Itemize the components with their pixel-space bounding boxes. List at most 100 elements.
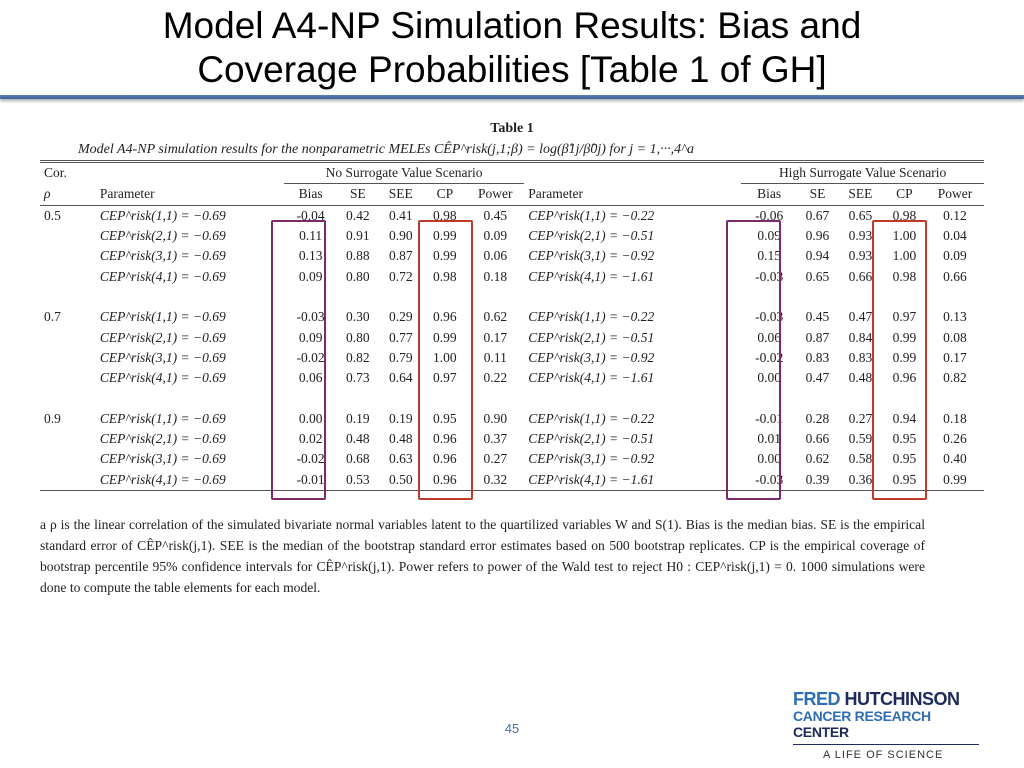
header-bias-left: Bias bbox=[283, 183, 338, 206]
value-cell: 0.97 bbox=[433, 370, 457, 386]
slide-title-line-2: Coverage Probabilities [Table 1 of GH] bbox=[197, 49, 827, 90]
value-cell: 0.42 bbox=[346, 207, 370, 223]
slide-title-line-1: Model A4-NP Simulation Results: Bias and bbox=[162, 5, 862, 46]
fred-hutch-logo: FRED HUTCHINSON CANCER RESEARCH CENTER A… bbox=[793, 689, 983, 761]
scenario-right-header: High Surrogate Value Scenario bbox=[741, 161, 984, 185]
value-cell: 0.08 bbox=[943, 329, 967, 345]
value-cell: 0.41 bbox=[389, 207, 413, 223]
value-cell: 0.11 bbox=[299, 228, 323, 244]
value-cell: 0.59 bbox=[848, 431, 873, 446]
rho-cell bbox=[40, 226, 96, 246]
parameter-cell: CEP^risk(1,1) = −0.22 bbox=[528, 207, 655, 223]
logo-divider bbox=[793, 744, 979, 745]
value-cell: 0.27 bbox=[848, 410, 873, 426]
logo-line-1: FRED HUTCHINSON bbox=[793, 689, 960, 709]
value-cell: 0.95 bbox=[433, 410, 457, 426]
group-spacer bbox=[40, 388, 984, 408]
table-row: CEP^risk(3,1) = −0.69 -0.02 0.82 0.79 1.00 0.… bbox=[40, 348, 984, 368]
value-cell: 0.98 bbox=[892, 268, 917, 284]
value-cell: 0.96 bbox=[433, 451, 457, 467]
value-cell: 0.11 bbox=[483, 349, 507, 365]
value-cell: 0.12 bbox=[943, 207, 967, 223]
value-cell: 0.82 bbox=[943, 370, 967, 386]
parameter-cell: CEP^risk(2,1) = −0.51 bbox=[528, 329, 655, 345]
value-cell: 0.99 bbox=[892, 349, 917, 365]
table-row: 0.7 CEP^risk(1,1) = −0.69 -0.03 0.30 0.29 0.9… bbox=[40, 307, 984, 327]
value-cell: 0.99 bbox=[892, 329, 917, 345]
results-table: Cor. No Surrogate Value Scenario High Su… bbox=[40, 160, 984, 491]
parameter-cell: CEP^risk(2,1) = −0.69 bbox=[99, 228, 226, 244]
logo-line-2: CANCER RESEARCH CENTER bbox=[793, 708, 931, 740]
rho-cell: 0.5 bbox=[44, 207, 61, 223]
value-cell: 0.04 bbox=[943, 228, 967, 244]
value-cell: 0.18 bbox=[483, 268, 508, 284]
value-cell: 0.36 bbox=[837, 469, 883, 491]
rho-cell: 0.9 bbox=[44, 410, 61, 426]
value-cell: 0.06 bbox=[757, 329, 781, 345]
value-cell: 0.96 bbox=[423, 469, 467, 491]
value-cell: 0.18 bbox=[943, 410, 967, 426]
value-cell: 0.66 bbox=[805, 431, 830, 446]
value-cell: 0.19 bbox=[346, 410, 370, 426]
value-cell: 0.90 bbox=[483, 410, 508, 426]
table-label: Table 1 bbox=[490, 121, 534, 136]
value-cell: 0.82 bbox=[346, 349, 370, 365]
value-cell: 0.09 bbox=[483, 228, 508, 244]
parameter-cell: CEP^risk(3,1) = −0.92 bbox=[528, 451, 655, 467]
value-cell: 0.79 bbox=[389, 349, 413, 365]
value-cell: -0.03 bbox=[755, 268, 784, 284]
value-cell: 0.83 bbox=[805, 349, 830, 365]
bias-highlight-box-left bbox=[271, 220, 326, 500]
value-cell: 1.00 bbox=[892, 248, 917, 264]
parameter-cell: CEP^risk(4,1) = −0.69 bbox=[99, 370, 226, 386]
rho-cell bbox=[40, 348, 96, 368]
value-cell: 0.48 bbox=[346, 431, 370, 446]
value-cell: 0.73 bbox=[346, 370, 370, 386]
table-row: 0.9 CEP^risk(1,1) = −0.69 0.00 0.19 0.19 0.95… bbox=[40, 409, 984, 429]
value-cell: 0.17 bbox=[943, 349, 967, 365]
value-cell: -0.02 bbox=[296, 451, 325, 467]
parameter-cell: CEP^risk(4,1) = −0.69 bbox=[99, 268, 226, 284]
page-number: 45 bbox=[504, 721, 520, 736]
value-cell: 0.93 bbox=[848, 248, 873, 264]
value-cell: 0.47 bbox=[805, 370, 830, 386]
value-cell: 0.32 bbox=[466, 469, 525, 491]
value-cell: 0.19 bbox=[389, 410, 413, 426]
table-body: 0.5 CEP^risk(1,1) = −0.69 -0.04 0.42 0.41 0.9… bbox=[40, 205, 984, 491]
parameter-cell: CEP^risk(4,1) = −1.61 bbox=[524, 469, 742, 491]
value-cell: 0.80 bbox=[346, 268, 370, 284]
rho-cell bbox=[40, 266, 96, 286]
value-cell: 0.00 bbox=[757, 370, 781, 386]
value-cell: 0.87 bbox=[805, 329, 830, 345]
value-cell: 0.37 bbox=[483, 431, 508, 446]
value-cell: 0.93 bbox=[848, 228, 873, 244]
value-cell: 0.48 bbox=[389, 431, 413, 446]
parameter-cell: CEP^risk(1,1) = −0.22 bbox=[528, 410, 655, 426]
parameter-cell: CEP^risk(4,1) = −1.61 bbox=[528, 370, 655, 386]
value-cell: 0.95 bbox=[892, 431, 917, 446]
value-cell: 0.97 bbox=[892, 309, 917, 325]
value-cell: 0.63 bbox=[389, 451, 413, 467]
value-cell: 0.96 bbox=[805, 228, 830, 244]
value-cell: 0.48 bbox=[848, 370, 873, 386]
value-cell: 0.88 bbox=[346, 248, 370, 264]
header-see-left: SEE bbox=[378, 183, 424, 206]
rho-cell: 0.7 bbox=[44, 309, 61, 325]
parameter-cell: CEP^risk(3,1) = −0.69 bbox=[99, 451, 226, 467]
table-header-row-1: Cor. No Surrogate Value Scenario High Su… bbox=[40, 161, 984, 185]
table-row: 0.5 CEP^risk(1,1) = −0.69 -0.04 0.42 0.41 0.9… bbox=[40, 205, 984, 226]
header-parameter-left: Parameter bbox=[95, 183, 284, 206]
value-cell: 0.15 bbox=[757, 248, 781, 264]
table-row: CEP^risk(4,1) = −0.69 -0.01 0.53 0.50 0.96 0.… bbox=[40, 469, 984, 491]
table-footnote: a ρ is the linear correlation of the sim… bbox=[40, 517, 925, 595]
value-cell: 0.83 bbox=[848, 349, 873, 365]
value-cell: 0.58 bbox=[848, 451, 873, 467]
value-cell: 0.98 bbox=[433, 207, 457, 223]
title-divider bbox=[0, 95, 1024, 99]
value-cell: 0.96 bbox=[433, 431, 457, 446]
value-cell: 0.80 bbox=[346, 329, 370, 345]
parameter-cell: CEP^risk(2,1) = −0.69 bbox=[99, 431, 226, 446]
value-cell: 0.65 bbox=[848, 207, 873, 223]
value-cell: 0.62 bbox=[805, 451, 830, 467]
table-row: CEP^risk(3,1) = −0.69 -0.02 0.68 0.63 0.96 0.… bbox=[40, 449, 984, 469]
